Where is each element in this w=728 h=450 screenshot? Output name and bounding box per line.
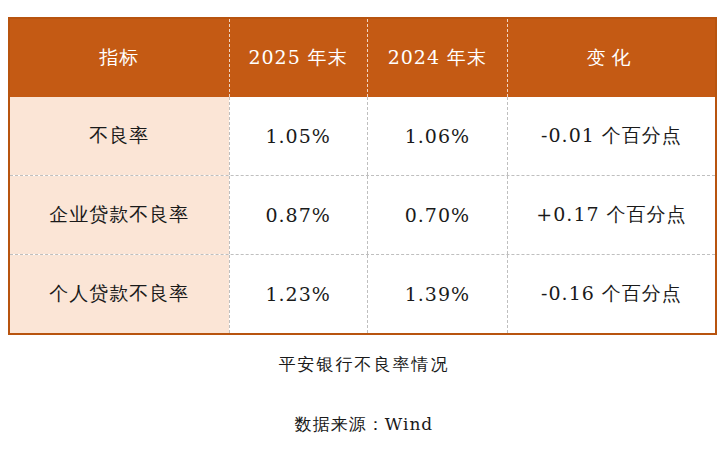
cell-2024-value: 1.39% <box>367 255 507 333</box>
cell-indicator: 不良率 <box>10 97 229 175</box>
page: 指标 2025 年末 2024 年末 变化 不良率 1.05% 1.06% -0… <box>0 0 728 450</box>
npl-ratio-table: 指标 2025 年末 2024 年末 变化 不良率 1.05% 1.06% -0… <box>8 17 717 335</box>
table-header-row: 指标 2025 年末 2024 年末 变化 <box>10 19 715 97</box>
header-2024-year-end: 2024 年末 <box>367 19 507 97</box>
table-row-personal-loan-npl: 个人贷款不良率 1.23% 1.39% -0.16 个百分点 <box>10 254 715 333</box>
cell-2025-value: 1.05% <box>229 97 367 175</box>
data-source-label: 数据来源：Wind <box>0 413 728 436</box>
header-indicator: 指标 <box>10 19 229 97</box>
table-caption: 平安银行不良率情况 <box>0 353 728 376</box>
table-row-npl-ratio: 不良率 1.05% 1.06% -0.01 个百分点 <box>10 97 715 175</box>
cell-change-value: -0.16 个百分点 <box>507 255 715 333</box>
cell-2024-value: 0.70% <box>367 176 507 254</box>
cell-2025-value: 1.23% <box>229 255 367 333</box>
cell-2024-value: 1.06% <box>367 97 507 175</box>
cell-2025-value: 0.87% <box>229 176 367 254</box>
cell-change-value: +0.17 个百分点 <box>507 176 715 254</box>
cell-indicator: 企业贷款不良率 <box>10 176 229 254</box>
header-2025-year-end: 2025 年末 <box>229 19 367 97</box>
cell-indicator: 个人贷款不良率 <box>10 255 229 333</box>
table-row-corporate-loan-npl: 企业贷款不良率 0.87% 0.70% +0.17 个百分点 <box>10 175 715 254</box>
cell-change-value: -0.01 个百分点 <box>507 97 715 175</box>
header-change: 变化 <box>507 19 715 97</box>
